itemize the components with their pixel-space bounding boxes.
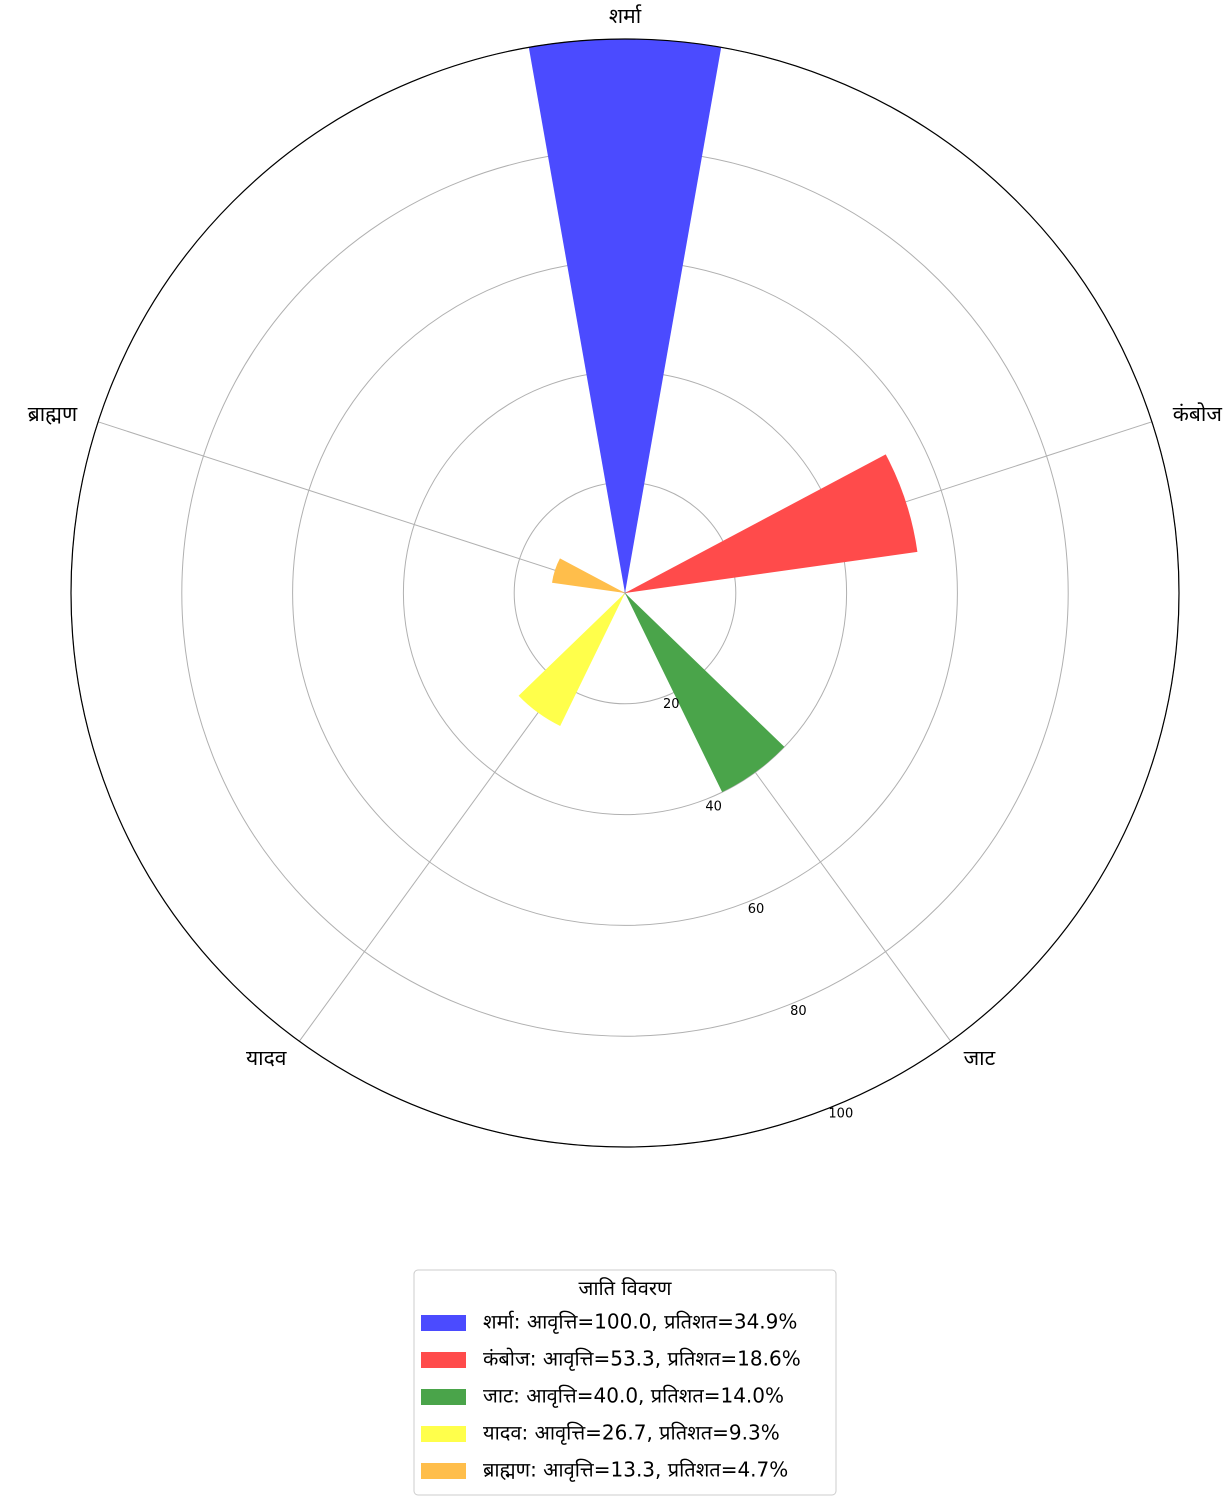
legend-swatch — [421, 1315, 466, 1331]
legend-entry-label: कंबोज: आवृत्ति=53.3, प्रतिशत=18.6% — [483, 1347, 801, 1372]
bar-1 — [528, 39, 722, 594]
radial-tick-label: 80 — [790, 1004, 807, 1019]
radial-tick-labels: 20 40 60 80 100 — [663, 697, 853, 1121]
category-label: ब्राह्मण — [28, 402, 78, 426]
bar-5 — [552, 558, 625, 593]
legend-swatch — [421, 1463, 466, 1479]
legend-entries: शर्मा: आवृत्ति=100.0, प्रतिशत=34.9% कंबोज… — [421, 1310, 801, 1483]
category-label: शर्मा — [609, 4, 642, 28]
legend-entry-label: ब्राह्मण: आवृत्ति=13.3, प्रतिशत=4.7% — [483, 1458, 788, 1483]
polar-frame — [70, 38, 1180, 1148]
category-labels: शर्मा कंबोज जाट यादव ब्राह्मण — [28, 4, 1223, 1070]
radial-tick-label: 60 — [748, 902, 765, 917]
bar-3 — [625, 593, 785, 793]
legend-title: जाति विवरण — [578, 1276, 672, 1300]
legend: जाति विवरण शर्मा: आवृत्ति=100.0, प्रतिशत… — [413, 1269, 837, 1496]
radial-tick-label: 20 — [663, 697, 680, 712]
radial-tick-label: 100 — [828, 1107, 853, 1122]
legend-swatch — [421, 1389, 466, 1405]
bars — [518, 39, 918, 793]
legend-swatch — [421, 1426, 466, 1442]
bar-4 — [518, 593, 625, 726]
category-label: जाट — [964, 1046, 996, 1070]
grid-spoke — [97, 421, 626, 594]
bar-2 — [625, 454, 918, 593]
legend-entry-label: जाट: आवृत्ति=40.0, प्रतिशत=14.0% — [483, 1384, 784, 1409]
category-label: यादव — [246, 1046, 287, 1070]
category-label: कंबोज — [1173, 402, 1223, 426]
radial-tick-label: 40 — [705, 799, 722, 814]
legend-swatch — [421, 1352, 466, 1368]
legend-frame — [413, 1269, 837, 1496]
legend-entry-label: यादव: आवृत्ति=26.7, प्रतिशत=9.3% — [483, 1421, 780, 1446]
legend-entry-label: शर्मा: आवृत्ति=100.0, प्रतिशत=34.9% — [483, 1310, 797, 1335]
